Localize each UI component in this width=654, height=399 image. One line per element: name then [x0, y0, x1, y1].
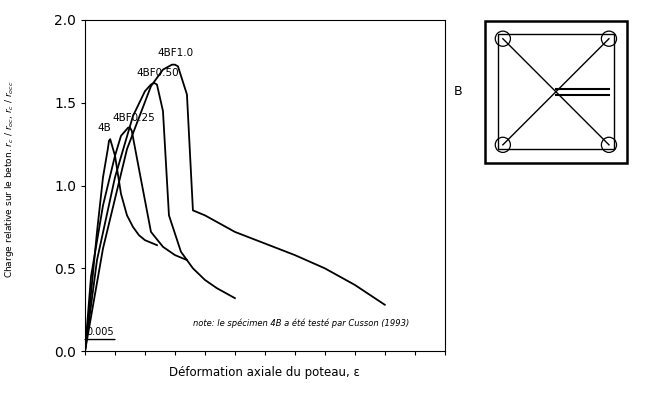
Text: 4BF0.50: 4BF0.50	[136, 68, 179, 78]
Text: 4BF0.25: 4BF0.25	[112, 113, 155, 122]
Text: 0.005: 0.005	[87, 326, 114, 337]
Text: B: B	[453, 85, 462, 98]
FancyBboxPatch shape	[485, 20, 627, 163]
X-axis label: Déformation axiale du poteau, ε: Déformation axiale du poteau, ε	[169, 366, 360, 379]
Text: 4B: 4B	[97, 122, 111, 132]
Text: note: le spécimen 4B a été testé par Cusson (1993): note: le spécimen 4B a été testé par Cus…	[193, 319, 409, 328]
Text: 4BF1.0: 4BF1.0	[157, 48, 193, 58]
Text: Charge relative sur le beton. $r_c$ / $r_{oc}$, $r_c$ / $r_{occ}$: Charge relative sur le beton. $r_c$ / $r…	[3, 81, 16, 279]
